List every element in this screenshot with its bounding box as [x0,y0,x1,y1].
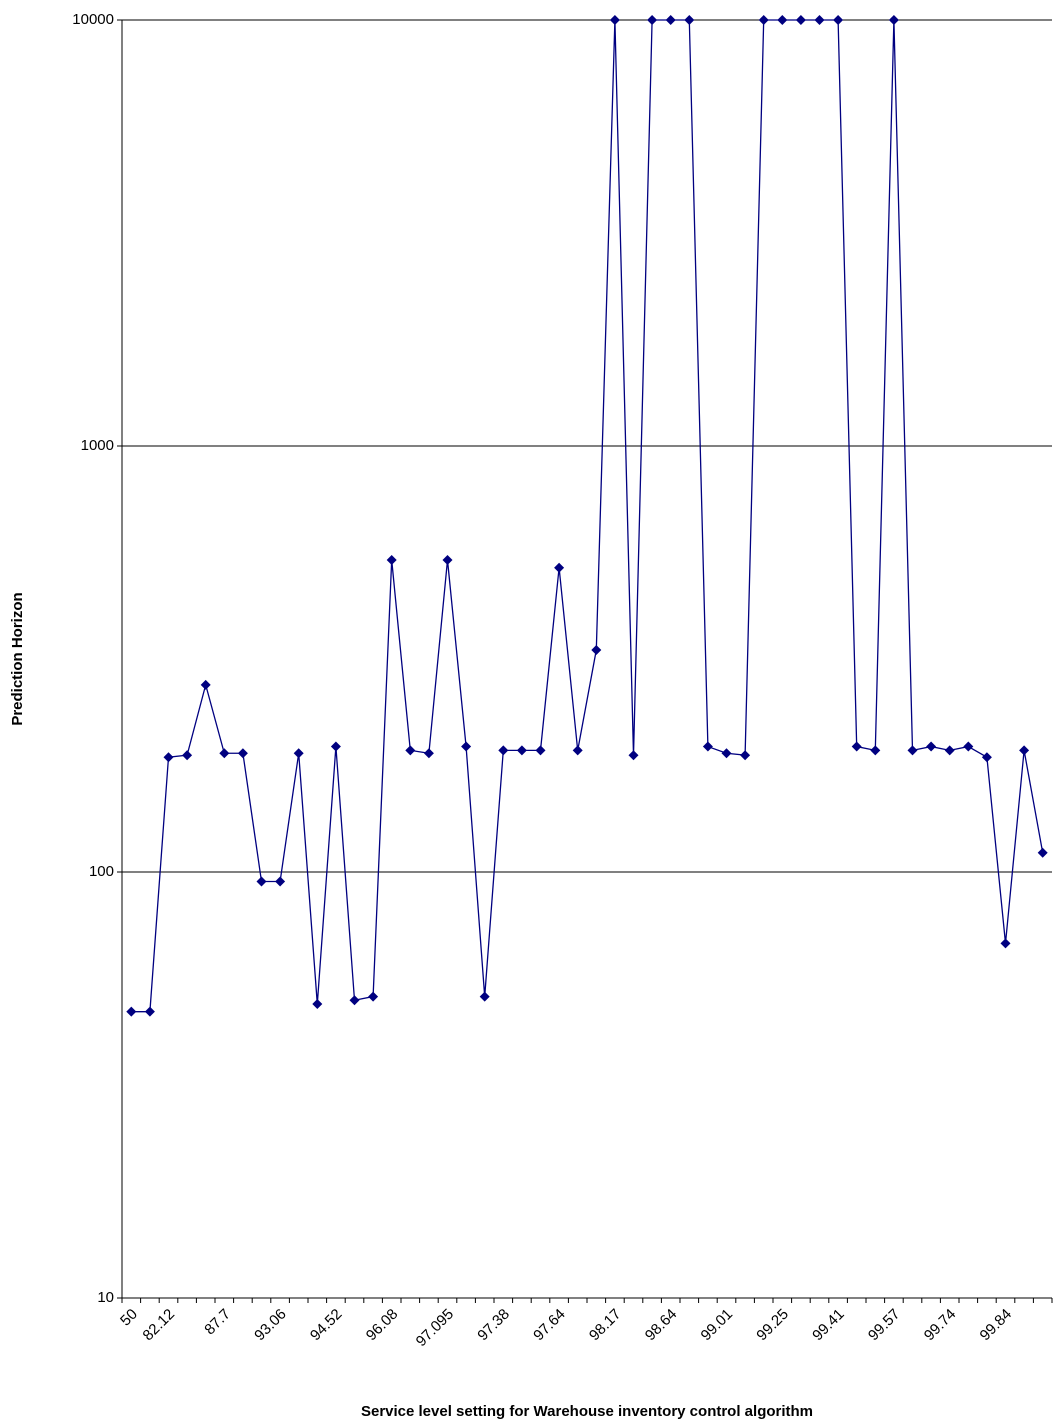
x-tick-label: 96.08 [363,1306,402,1345]
x-tick-label: 99.57 [865,1306,904,1345]
marker [349,995,360,1006]
x-tick-label: 99.41 [809,1306,848,1345]
marker [144,1006,155,1017]
marker [516,745,527,756]
marker [461,741,472,752]
marker [386,555,397,566]
marker [200,679,211,690]
x-axis-label: Service level setting for Warehouse inve… [361,1403,813,1420]
marker [405,745,416,756]
marker [479,991,490,1002]
x-tick-label: 98.17 [586,1306,625,1345]
x-tick-label: 99.84 [977,1306,1016,1345]
marker [423,748,434,759]
series-line [131,19,1044,1013]
y-tick-label: 10000 [72,11,114,28]
marker [833,15,844,25]
marker [628,750,639,761]
marker [814,15,825,25]
marker [237,748,248,759]
marker [795,15,806,25]
marker [740,750,751,761]
marker [535,745,546,756]
marker [684,15,695,25]
y-tick-label: 10 [97,1289,114,1306]
marker [907,745,918,756]
x-tick-label: 94.52 [307,1306,346,1345]
x-tick-label: 93.06 [251,1306,290,1345]
x-tick-label: 97.64 [530,1306,569,1345]
y-axis-label: Prediction Horizon [9,592,26,725]
marker [572,745,583,756]
y-tick-label: 100 [89,863,114,880]
marker [777,15,788,25]
marker [442,555,453,566]
marker [1019,745,1030,756]
x-tick-label: 97.095 [413,1306,457,1350]
marker [591,644,602,655]
x-tick-label: 99.74 [921,1306,960,1345]
x-tick-label: 98.64 [642,1306,681,1345]
marker [368,991,379,1002]
marker [312,998,323,1009]
marker [926,741,937,752]
marker [963,741,974,752]
marker [163,752,174,763]
marker [721,748,732,759]
marker [182,750,193,761]
marker [330,741,341,752]
marker [702,741,713,752]
marker [981,752,992,763]
marker [1037,847,1048,858]
marker [554,562,565,573]
marker [256,876,267,887]
marker [1000,938,1011,949]
marker [758,15,769,25]
x-tick-label: 97.38 [474,1306,513,1345]
y-tick-label: 1000 [81,437,114,454]
marker [647,15,658,25]
marker [275,876,286,887]
marker [293,748,304,759]
marker [851,741,862,752]
marker [870,745,881,756]
x-tick-label: 99.25 [753,1306,792,1345]
marker [888,15,899,25]
marker [665,15,676,25]
x-tick-label: 99.01 [698,1306,737,1345]
marker [498,745,509,756]
x-tick-label: 82.12 [140,1306,179,1345]
x-tick-label: 50 [117,1306,141,1330]
x-tick-label: 87.7 [201,1306,234,1339]
marker [944,745,955,756]
marker [609,15,620,25]
marker [126,1006,137,1017]
marker [219,748,230,759]
